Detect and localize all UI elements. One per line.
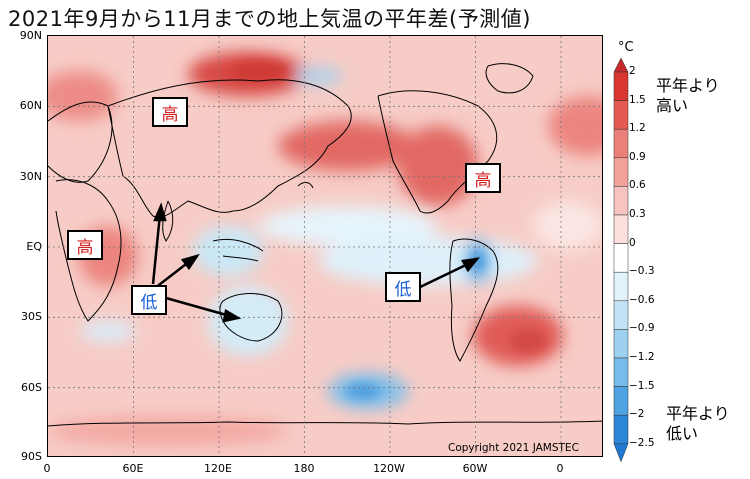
colorbar-segment (613, 100, 629, 130)
colorbar-segment (613, 357, 629, 387)
colorbar-segment (613, 186, 629, 216)
colorbar-segment (613, 386, 629, 416)
colorbar (613, 58, 629, 463)
lon-label: 60W (462, 462, 488, 475)
lon-label: 180 (293, 462, 315, 475)
south-america-coast (449, 238, 499, 362)
eurasia-coast (107, 79, 352, 218)
lon-label: 0 (556, 462, 564, 475)
colorbar-segment (613, 414, 629, 445)
legend-high-text: 平年より 高い (656, 76, 720, 116)
colorbar-tick-label: 0.9 (629, 150, 646, 163)
lon-label: 60E (122, 462, 144, 475)
colorbar-tick-label: −1.5 (629, 379, 655, 392)
north-america-coast (377, 90, 498, 214)
colorbar-segment (613, 300, 629, 330)
copyright-label: Copyright 2021 JAMSTEC (448, 442, 579, 454)
colorbar-tick-label: 1.5 (629, 93, 646, 106)
colorbar-top-arrow (613, 58, 629, 73)
lat-label: 90S (21, 450, 42, 463)
temperature-anomaly-map: Copyright 2021 JAMSTEC (47, 35, 603, 457)
colorbar-segment (613, 271, 629, 302)
africa-coast (55, 179, 122, 322)
colorbar-tick-label: −0.9 (629, 322, 655, 335)
colorbar-tick-label: −2 (629, 408, 645, 421)
colorbar-segment (613, 243, 629, 273)
antarctica-coast (48, 420, 602, 427)
anomaly-cores (228, 61, 546, 399)
colorbar-segment (613, 329, 629, 359)
colorbar-bottom-arrow (613, 443, 629, 463)
lat-label: 30N (19, 170, 42, 183)
colorbar-tick-label: −0.3 (629, 265, 655, 278)
map-canvas (48, 36, 602, 456)
lat-label: 60S (21, 381, 42, 394)
annotation-arrows (151, 202, 480, 323)
high-label-siberia: 高 (152, 97, 188, 127)
colorbar-tick-label: −1.2 (629, 351, 655, 363)
high-label-africa: 高 (67, 230, 103, 260)
legend-low-line2: 低い (666, 424, 699, 443)
colorbar-tick-label: 2 (629, 65, 636, 77)
colorbar-segment (613, 157, 629, 187)
high-label-north-america: 高 (465, 163, 501, 193)
lon-label: 120W (373, 462, 405, 475)
colorbar-tick-label: 0.6 (629, 179, 646, 192)
colorbar-tick-label: 1.2 (629, 122, 646, 135)
greenland-coast (485, 63, 534, 94)
coastlines (48, 63, 602, 427)
lat-label: 90N (19, 29, 42, 42)
low-label-south-america: 低 (385, 272, 421, 302)
legend-high-line1: 平年より (656, 76, 720, 95)
lon-label: 0 (43, 462, 51, 475)
colorbar-segment (613, 128, 629, 159)
colorbar-tick-label: −2.5 (629, 436, 655, 449)
colorbar-unit: °C (618, 40, 634, 55)
anomaly-field (48, 52, 602, 446)
low-label-asia-australia: 低 (131, 285, 167, 315)
japan-coast (297, 182, 314, 189)
indonesia-coast (212, 238, 264, 262)
lat-label: 60N (19, 99, 42, 112)
colorbar-tick-label: 0 (629, 236, 636, 249)
colorbar-segment (613, 214, 629, 244)
lat-label: EQ (26, 240, 42, 253)
graticule (48, 36, 602, 456)
legend-low-text: 平年より 低い (666, 404, 730, 444)
lon-label: 120E (204, 462, 232, 475)
colorbar-segment (613, 71, 629, 101)
legend-low-line1: 平年より (666, 404, 730, 423)
colorbar-tick-label: 0.3 (629, 208, 646, 220)
colorbar-tick-label: −0.6 (629, 293, 655, 306)
legend-high-line2: 高い (656, 96, 689, 115)
lat-label: 30S (21, 310, 42, 323)
chart-title: 2021年9月から11月までの地上気温の平年差(予測値) (8, 7, 531, 31)
